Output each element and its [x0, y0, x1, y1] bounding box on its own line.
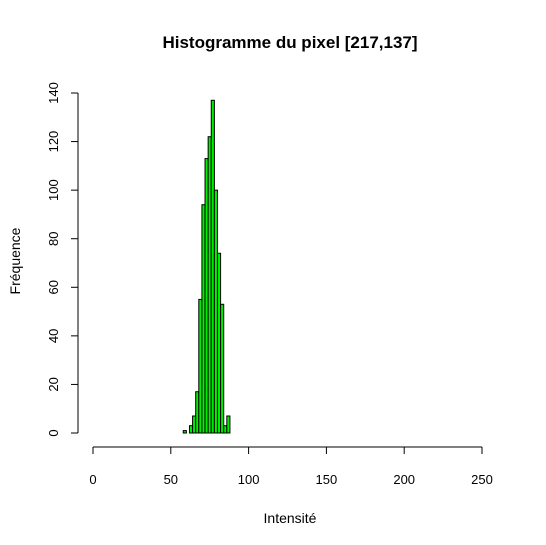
- y-tick-label: 80: [46, 231, 61, 245]
- histogram-bars: [182, 99, 231, 434]
- y-ticks: 0 20 40 60 80 100 120 140: [46, 82, 78, 437]
- y-tick-label: 60: [46, 280, 61, 294]
- x-axis-label: Intensité: [264, 510, 317, 526]
- y-tick-label: 100: [46, 179, 61, 201]
- y-axis: 0 20 40 60 80 100 120 140: [46, 82, 79, 437]
- x-tick-label: 150: [316, 472, 338, 487]
- x-tick-label: 100: [238, 472, 260, 487]
- y-tick-label: 120: [46, 131, 61, 153]
- y-axis-label: Fréquence: [7, 227, 23, 294]
- histogram-bar: [226, 415, 231, 434]
- y-tick-label: 140: [46, 82, 61, 104]
- x-ticks: 0 50 100 150 200 250: [89, 447, 493, 487]
- y-tick-label: 20: [46, 377, 61, 391]
- x-axis: 0 50 100 150 200 250: [89, 446, 493, 487]
- histogram-bar: [220, 303, 225, 434]
- chart-title: Histogramme du pixel [217,137]: [162, 33, 417, 52]
- histogram-bar: [182, 430, 187, 434]
- x-tick-label: 50: [164, 472, 178, 487]
- x-tick-label: 0: [89, 472, 96, 487]
- x-tick-label: 250: [471, 472, 493, 487]
- x-tick-label: 200: [393, 472, 415, 487]
- y-tick-label: 0: [46, 429, 61, 436]
- y-tick-label: 40: [46, 329, 61, 343]
